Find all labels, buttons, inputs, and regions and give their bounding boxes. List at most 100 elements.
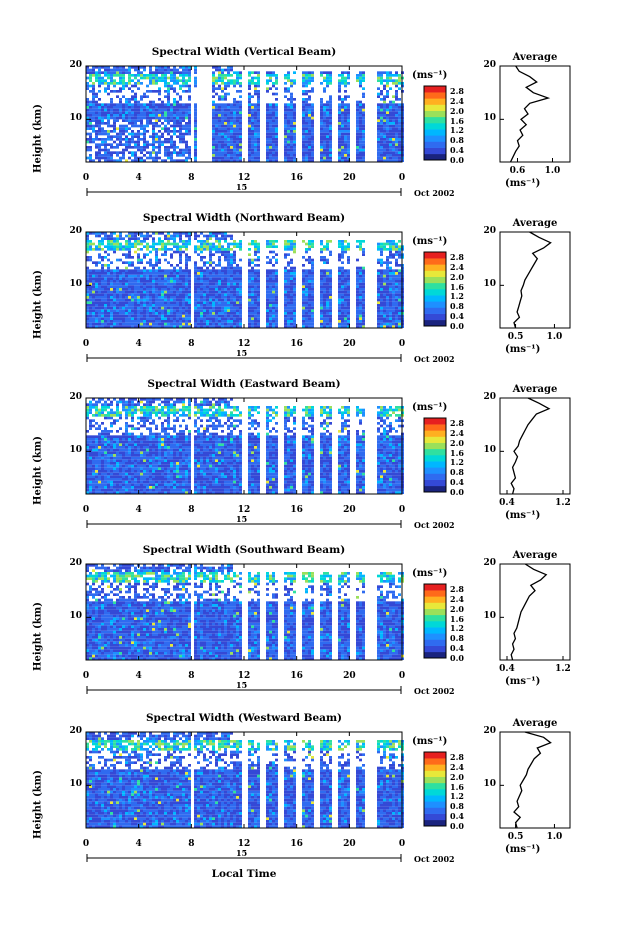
heatmap-cell xyxy=(272,146,275,149)
heatmap-cell xyxy=(95,135,98,138)
heatmap-cell xyxy=(137,143,140,146)
heatmap-cell xyxy=(89,274,92,278)
heatmap-cell xyxy=(248,304,251,307)
heatmap-cell xyxy=(323,274,326,278)
heatmap-cell xyxy=(176,325,179,328)
heatmap-cell xyxy=(140,95,143,98)
heatmap-cell xyxy=(257,274,260,278)
heatmap-cell xyxy=(134,95,137,98)
heatmap-cell xyxy=(224,282,227,286)
heatmap-cell xyxy=(167,274,170,278)
heatmap-cell xyxy=(107,111,110,114)
heatmap-cell xyxy=(290,320,293,323)
average-profile-line xyxy=(513,231,552,329)
heatmap-cell xyxy=(377,309,380,312)
heatmap-cell xyxy=(89,277,92,280)
heatmap-cell xyxy=(386,317,389,320)
heatmap-cell xyxy=(89,103,92,106)
heatmap-cell xyxy=(341,156,344,160)
heatmap-cell xyxy=(98,288,101,291)
heatmap-cell xyxy=(164,242,167,246)
heatmap-cell xyxy=(377,151,380,154)
heatmap-cell xyxy=(224,253,227,256)
heatmap-cell xyxy=(158,232,161,235)
heatmap-cell xyxy=(329,122,332,125)
heatmap-cell xyxy=(257,306,260,310)
heatmap-cell xyxy=(185,322,188,326)
heatmap-cell xyxy=(323,132,326,136)
heatmap-cell xyxy=(341,288,344,291)
heatmap-cell xyxy=(86,403,89,406)
heatmap-cell xyxy=(224,92,227,96)
heatmap-cell xyxy=(221,298,224,302)
heatmap-cell xyxy=(290,240,293,243)
heatmap-cell xyxy=(218,322,221,326)
heatmap-cell xyxy=(167,242,170,246)
heatmap-cell xyxy=(182,288,185,291)
colorbar-swatch xyxy=(424,258,446,265)
heatmap-cell xyxy=(266,288,269,291)
heatmap-cell xyxy=(257,92,260,96)
heatmap-cell xyxy=(212,301,215,304)
heatmap-cell xyxy=(215,296,218,299)
heatmap-cell xyxy=(269,111,272,114)
heatmap-cell xyxy=(395,322,398,326)
heatmap-cell xyxy=(104,269,107,272)
heatmap-cell xyxy=(266,111,269,114)
heatmap-cell xyxy=(116,132,119,136)
heatmap-cell xyxy=(98,119,101,122)
heatmap-cell xyxy=(176,282,179,286)
heatmap-cell xyxy=(188,98,191,101)
heatmap-cell xyxy=(398,245,401,248)
heatmap-cell xyxy=(344,79,347,82)
heatmap-cell xyxy=(146,261,149,264)
heatmap-cell xyxy=(311,76,314,80)
heatmap-cell xyxy=(338,124,341,128)
heatmap-cell xyxy=(95,124,98,128)
heatmap-cell xyxy=(326,325,329,328)
heatmap-cell xyxy=(362,76,365,80)
heatmap-cell xyxy=(362,269,365,272)
heatmap-cell xyxy=(158,290,161,294)
heatmap-cell xyxy=(125,293,128,296)
heatmap-cell xyxy=(113,290,116,294)
heatmap-cell xyxy=(305,288,308,291)
heatmap-cell xyxy=(302,143,305,146)
heatmap-cell xyxy=(227,156,230,160)
heatmap-cell xyxy=(134,232,137,235)
heatmap-cell xyxy=(233,111,236,114)
heatmap-cell xyxy=(122,151,125,154)
heatmap-cell xyxy=(158,108,161,112)
heatmap-cell xyxy=(233,148,236,152)
heatmap-cell xyxy=(116,111,119,114)
heatmap-cell xyxy=(104,264,107,267)
heatmap-cell xyxy=(254,156,257,160)
heatmap-cell xyxy=(95,154,98,157)
heatmap-cell xyxy=(308,154,311,157)
heatmap-cell xyxy=(212,108,215,112)
heatmap-cell xyxy=(269,130,272,133)
heatmap-cell xyxy=(389,146,392,149)
avg-x-tick-label: 1.0 xyxy=(546,332,563,342)
heatmap-cell xyxy=(209,314,212,318)
colorbar-swatch xyxy=(424,307,446,314)
heatmap-cell xyxy=(344,306,347,310)
heatmap-cell xyxy=(359,151,362,154)
heatmap-cell xyxy=(290,82,293,85)
heatmap-cell xyxy=(221,277,224,280)
heatmap-cell xyxy=(293,154,296,157)
heatmap-cell xyxy=(167,103,170,106)
heatmap-cell xyxy=(149,143,152,146)
heatmap-cell xyxy=(269,242,272,246)
heatmap-cell xyxy=(125,296,128,299)
heatmap-cell xyxy=(338,148,341,152)
heatmap-cell xyxy=(188,298,191,302)
heatmap-cell xyxy=(338,151,341,154)
heatmap-cell xyxy=(98,146,101,149)
heatmap-cell xyxy=(89,90,92,93)
heatmap-cell xyxy=(89,140,92,144)
heatmap-cell xyxy=(212,114,215,117)
heatmap-cell xyxy=(293,124,296,128)
heatmap-cell xyxy=(188,322,191,326)
heatmap-cell xyxy=(266,242,269,246)
